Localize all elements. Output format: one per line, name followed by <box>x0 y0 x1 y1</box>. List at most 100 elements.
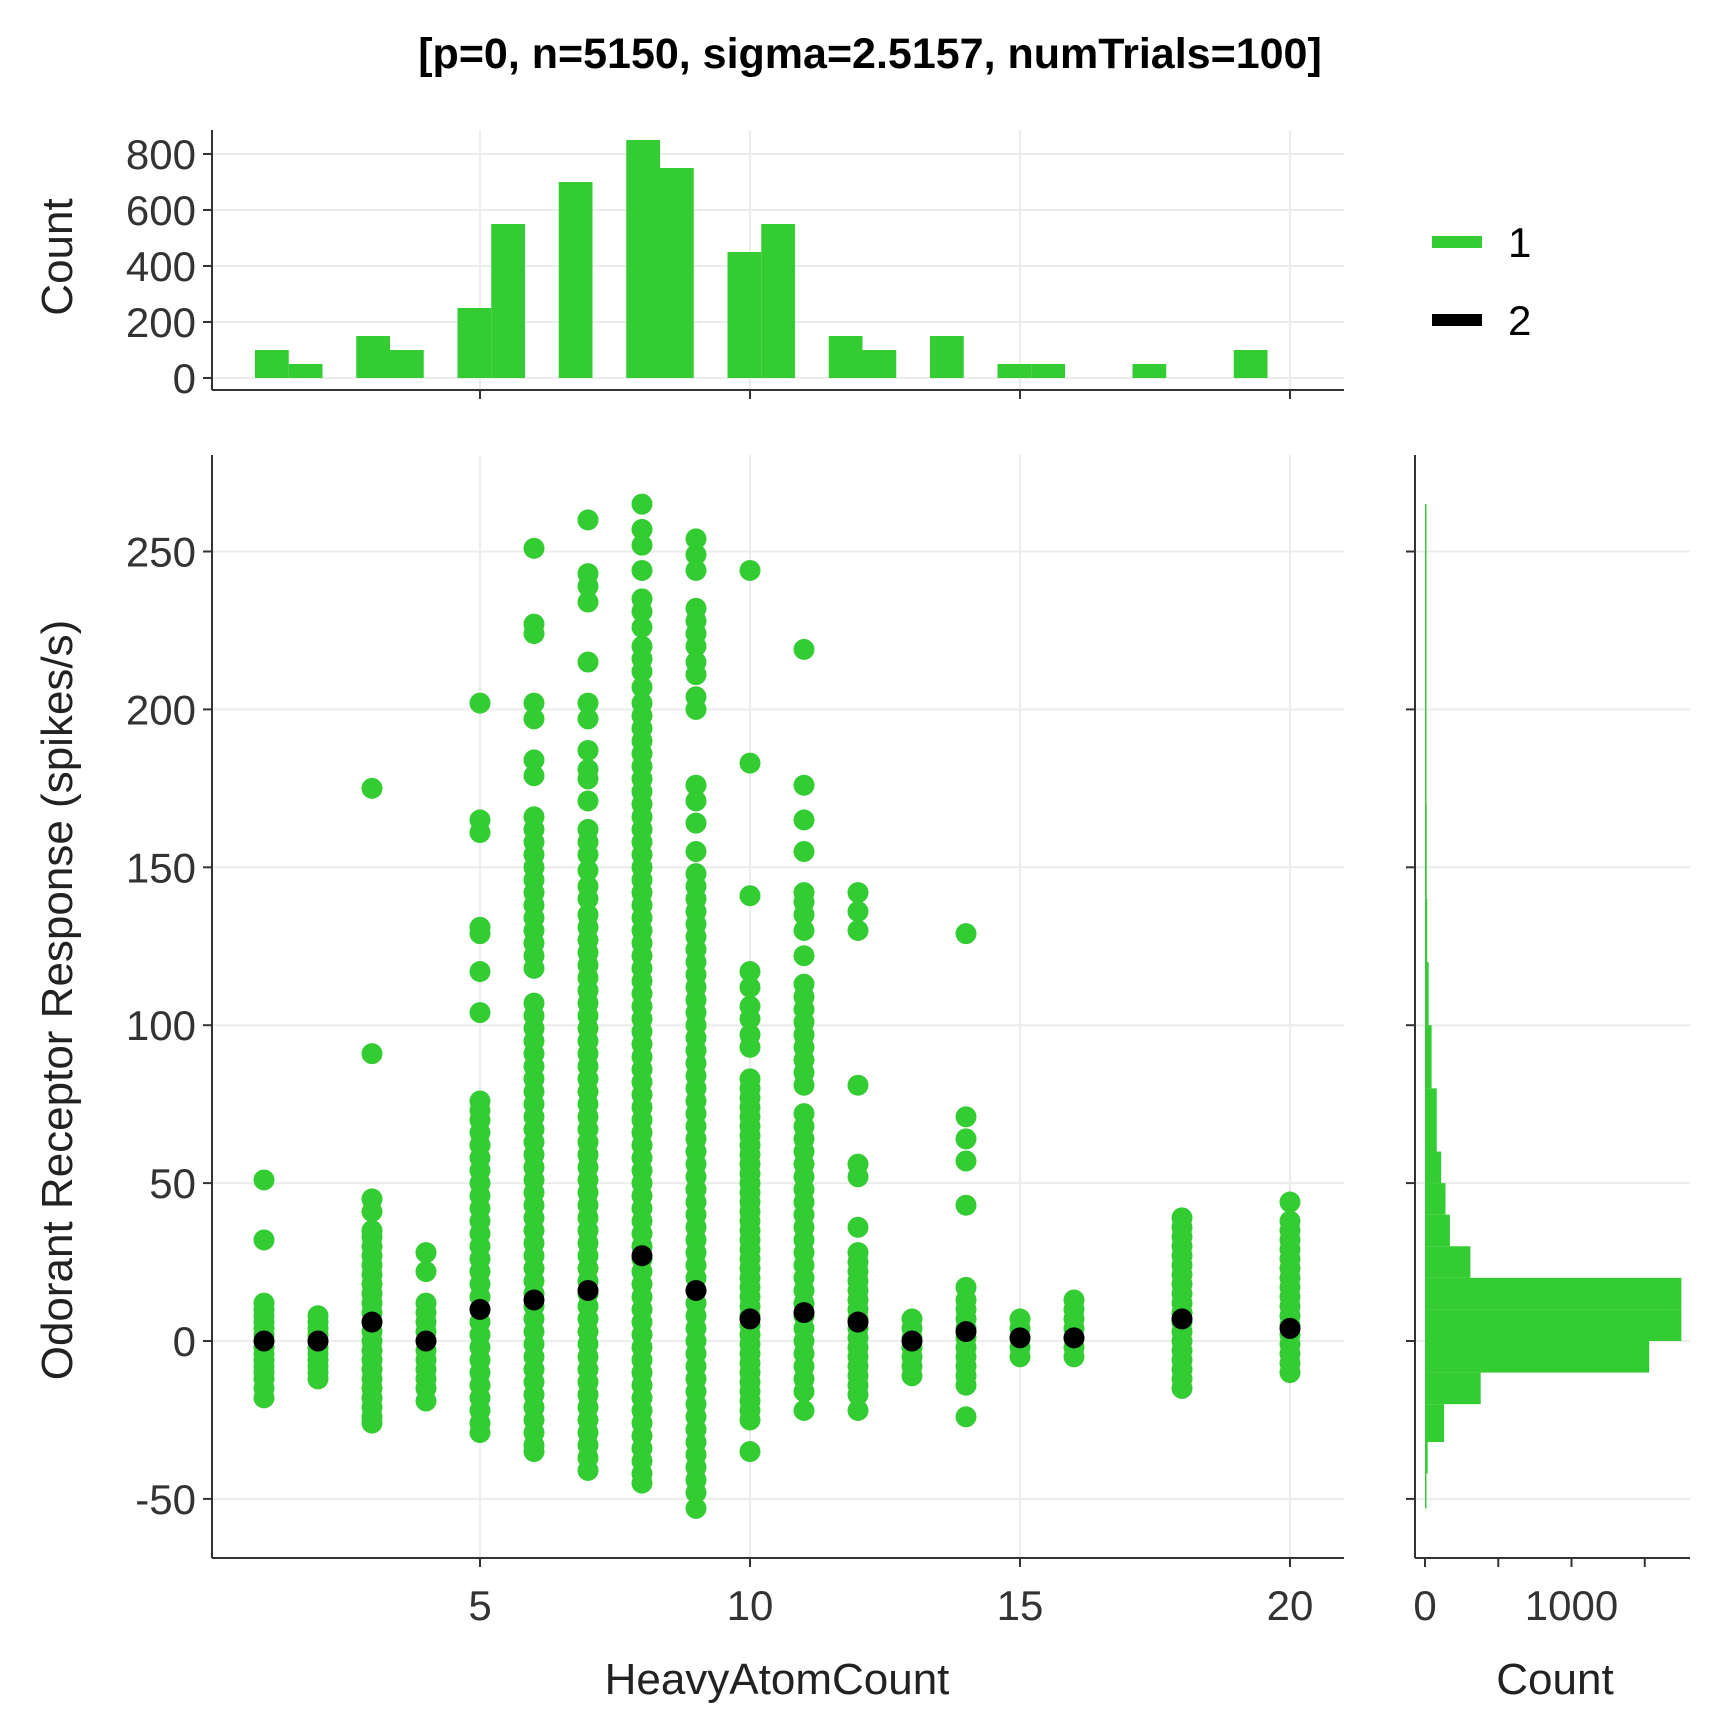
series-1-point <box>847 901 869 923</box>
y-tick-label: -50 <box>135 1476 196 1523</box>
right-histogram-bar <box>1425 551 1427 710</box>
series-1-point <box>955 1194 977 1216</box>
series-1-point <box>253 1387 275 1409</box>
scatter-axes: 5 10 15 20 -50 0 50 100 150 200 250 <box>126 455 1344 1629</box>
series-1-point <box>253 1229 275 1251</box>
series-1-point <box>955 1374 977 1396</box>
right-x-tick-label: 0 <box>1413 1582 1436 1629</box>
series-2-point <box>955 1321 977 1343</box>
series-1-point <box>577 1459 599 1481</box>
top-histogram-bar <box>1031 364 1065 378</box>
right-histogram-bar <box>1425 504 1427 552</box>
series-1-point <box>577 692 599 714</box>
series-1-point <box>739 885 761 907</box>
top-histogram-bar <box>626 140 660 378</box>
top-histogram-bar <box>390 350 424 378</box>
series-1-point <box>1063 1346 1085 1368</box>
series-1-point <box>523 765 545 787</box>
top-y-tick-label: 400 <box>126 243 196 290</box>
right-histogram-bar <box>1425 1246 1471 1278</box>
series-1-point <box>955 1406 977 1428</box>
series-1-point <box>793 904 815 926</box>
top-histogram-bar <box>491 224 525 378</box>
top-histogram-bar <box>1233 350 1268 378</box>
series-2-point <box>577 1279 599 1301</box>
y-tick-label: 100 <box>126 1002 196 1049</box>
right-histogram: 0 1000 Count <box>1406 455 1690 1704</box>
right-histogram-bar <box>1425 1183 1446 1215</box>
series-1-point <box>793 1381 815 1403</box>
legend-label: 1 <box>1508 219 1531 266</box>
series-1-point <box>361 1201 383 1223</box>
y-tick-label: 0 <box>173 1318 196 1365</box>
series-1-point <box>631 518 653 540</box>
series-1-point <box>523 1441 545 1463</box>
right-histogram-bar <box>1425 1309 1682 1341</box>
top-histogram-bar <box>727 252 762 378</box>
series-1-point <box>847 882 869 904</box>
top-histogram: 0 200 400 600 800 Count <box>33 130 1344 402</box>
series-1-point <box>1279 1191 1301 1213</box>
top-histogram-bar <box>930 336 964 378</box>
series-2-point <box>253 1330 275 1352</box>
series-1-point <box>631 616 653 638</box>
series-1-point <box>523 708 545 730</box>
series-1-point <box>955 1106 977 1128</box>
top-y-tick-label: 0 <box>173 355 196 402</box>
series-1-point <box>577 509 599 531</box>
series-2-point <box>523 1289 545 1311</box>
series-1-point <box>685 528 707 550</box>
top-histogram-bar <box>457 308 492 378</box>
series-1-point <box>361 1043 383 1065</box>
series-2-point <box>793 1302 815 1324</box>
series-1-point <box>523 692 545 714</box>
top-histogram-bar <box>862 350 897 378</box>
x-tick-label: 5 <box>468 1582 491 1629</box>
chart-title: [p=0, n=5150, sigma=2.5157, numTrials=10… <box>418 30 1322 78</box>
series-1-point <box>1171 1377 1193 1399</box>
series-1-point <box>739 559 761 581</box>
legend-label: 2 <box>1508 297 1531 344</box>
series-1-point <box>685 664 707 686</box>
y-tick-label: 50 <box>149 1160 196 1207</box>
series-1-point <box>577 790 599 812</box>
legend: 12 <box>1432 219 1531 344</box>
series-1-point <box>685 559 707 581</box>
series-1-point <box>469 1002 491 1024</box>
top-histogram-bars <box>255 140 1268 378</box>
top-histogram-bar <box>1132 364 1167 378</box>
top-histogram-bar <box>761 224 795 378</box>
series-2-point <box>631 1245 653 1267</box>
series-1-point <box>739 1441 761 1463</box>
series-1-point <box>253 1169 275 1191</box>
right-histogram-bar <box>1425 1277 1682 1310</box>
series-1-point <box>307 1368 329 1390</box>
series-1-point <box>523 537 545 559</box>
series-1-point <box>685 698 707 720</box>
series-1-point <box>523 957 545 979</box>
y-tick-label: 200 <box>126 686 196 733</box>
right-histogram-x-label: Count <box>1496 1655 1613 1704</box>
series-1-point <box>685 790 707 812</box>
series-1-point <box>631 493 653 515</box>
right-histogram-bar <box>1425 1404 1445 1443</box>
series-1-point <box>631 676 653 698</box>
series-1-point <box>577 708 599 730</box>
top-histogram-bar <box>828 336 863 378</box>
series-1-point <box>685 774 707 796</box>
series-1-point <box>361 1412 383 1434</box>
series-1-point <box>631 559 653 581</box>
series-1-point <box>739 961 761 983</box>
series-2-point <box>1063 1327 1085 1349</box>
series-1-point <box>847 919 869 941</box>
top-y-tick-label: 600 <box>126 187 196 234</box>
series-1-point <box>739 752 761 774</box>
series-1-point <box>685 544 707 566</box>
series-1-point <box>685 812 707 834</box>
series-1-point <box>577 739 599 761</box>
top-histogram-bar <box>255 350 289 378</box>
right-histogram-bar <box>1425 1372 1481 1405</box>
top-histogram-y-label: Count <box>33 198 82 315</box>
scatter-panel: 5 10 15 20 -50 0 50 100 150 200 250 HeavyAtomCount… <box>33 455 1344 1704</box>
y-tick-label: 250 <box>126 529 196 576</box>
